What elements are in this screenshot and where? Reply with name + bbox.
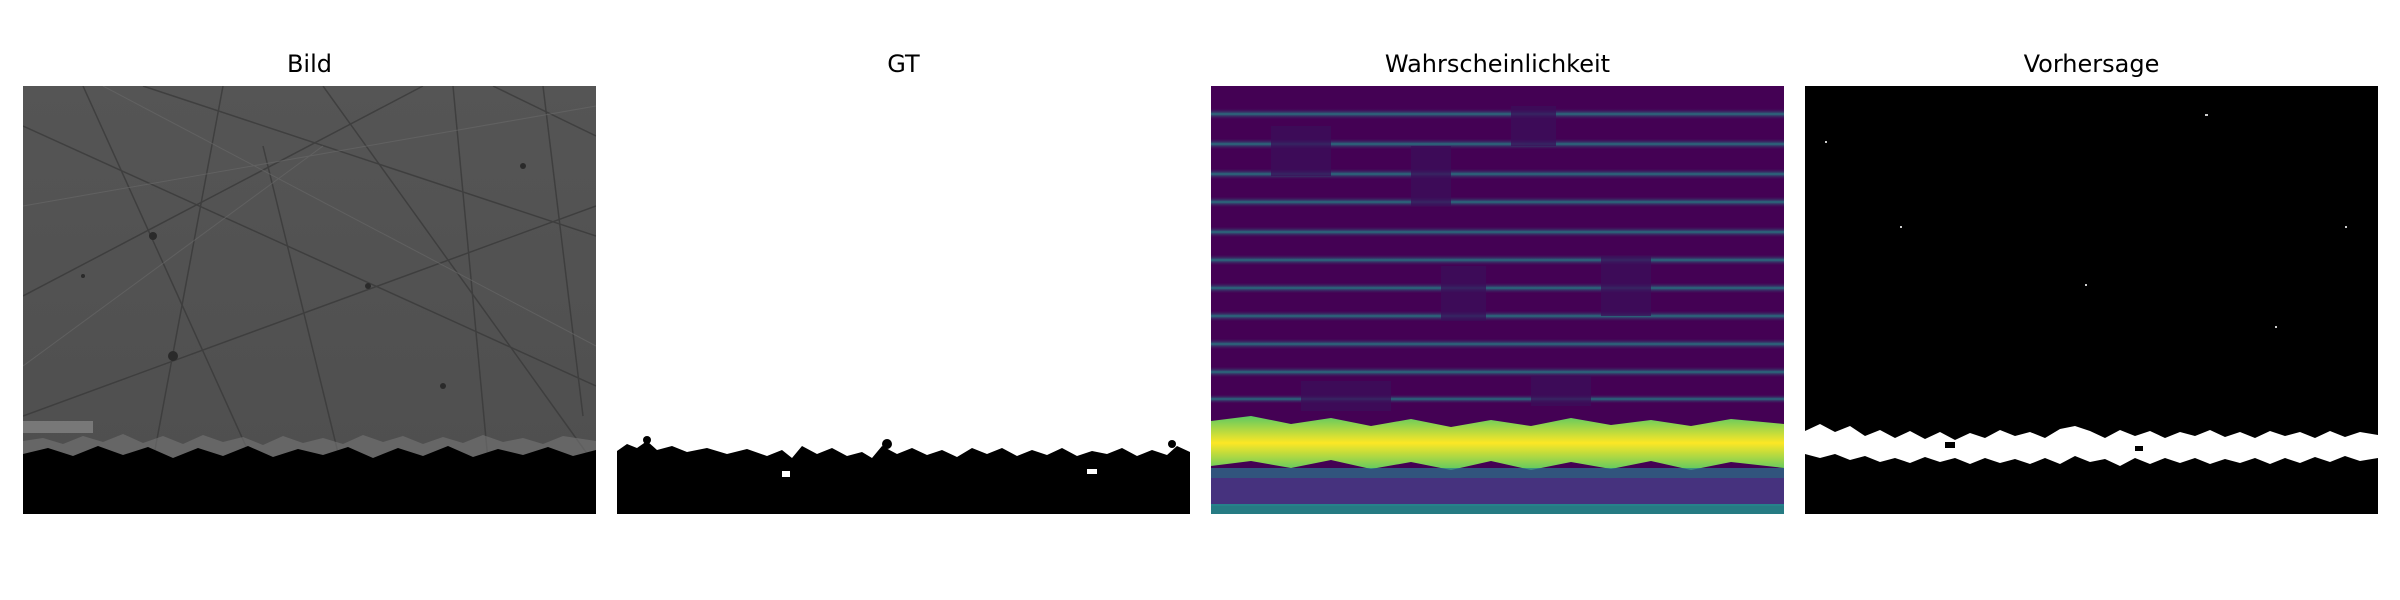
panel-vorhersage: Vorhersage: [1805, 0, 2378, 600]
panel-wahrscheinlichkeit: Wahrscheinlichkeit: [1211, 0, 1784, 600]
panel-title-wahrscheinlichkeit: Wahrscheinlichkeit: [1384, 50, 1611, 78]
panel-gt: GT: [617, 0, 1190, 600]
prediction-mask: [1805, 86, 2378, 514]
panel-title-vorhersage: Vorhersage: [2023, 50, 2160, 78]
panel-title-gt: GT: [887, 50, 920, 78]
probability-heatmap: [1211, 86, 1784, 514]
micrograph-image: [23, 86, 596, 514]
ground-truth-mask: [617, 86, 1190, 514]
panel-bild: Bild: [23, 0, 596, 600]
panel-title-bild: Bild: [286, 50, 333, 78]
